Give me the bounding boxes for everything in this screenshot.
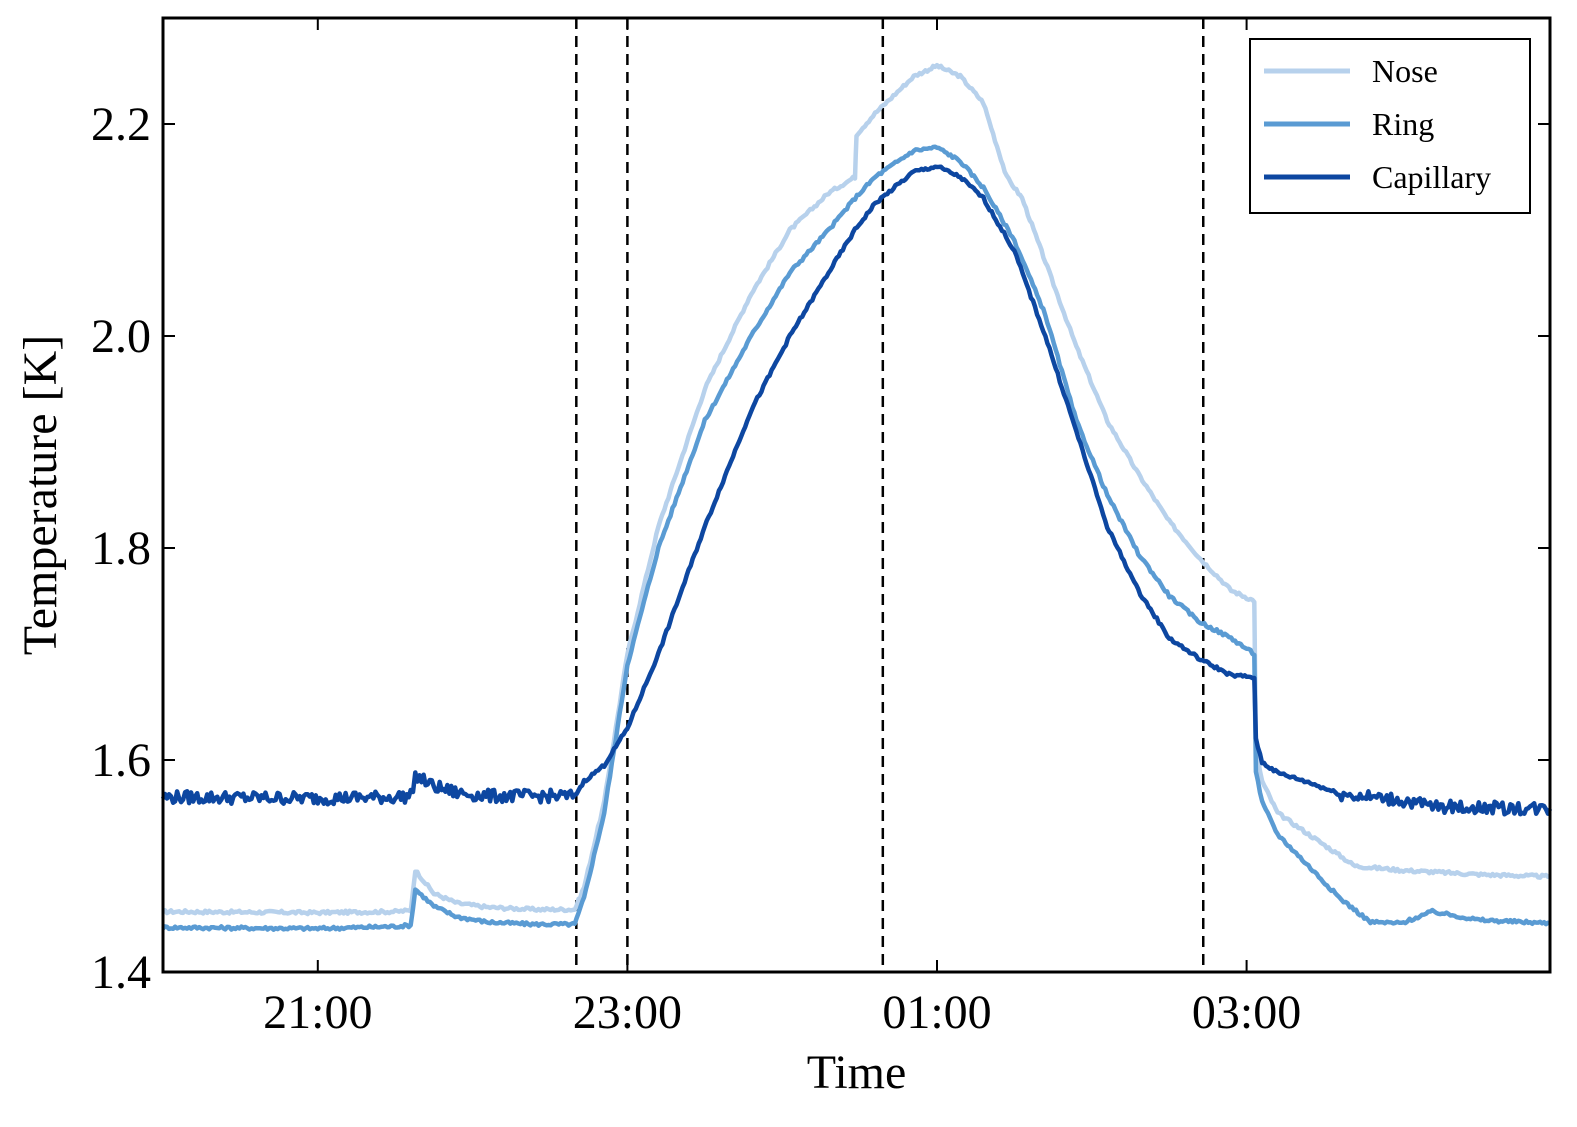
y-axis-label: Temperature [K] <box>14 335 67 655</box>
y-tick-label-3: 1.8 <box>91 522 151 575</box>
series-line-capillary <box>160 164 1553 817</box>
x-tick-label-2: 23:00 <box>573 986 682 1039</box>
y-tick-label-5: 2.2 <box>91 98 151 151</box>
legend-label-ring: Ring <box>1372 106 1434 142</box>
series-line-nose <box>162 62 1551 917</box>
series-lines <box>160 62 1553 932</box>
y-tick-label-1: 1.4 <box>91 946 151 999</box>
axis-ticks: 21:00 23:00 01:00 03:00 1.4 1.6 1.8 2.0 2.2 <box>91 18 1550 1039</box>
legend: Nose Ring Capillary <box>1249 38 1531 214</box>
x-tick-label-4: 03:00 <box>1192 986 1301 1039</box>
series-line-ring <box>161 144 1551 932</box>
y-tick-label-4: 2.0 <box>91 310 151 363</box>
x-axis-label: Time <box>807 1046 907 1099</box>
legend-label-nose: Nose <box>1372 53 1438 89</box>
plot-area-frame <box>161 16 1552 974</box>
marker-lines <box>575 18 1205 972</box>
x-tick-label-1: 21:00 <box>263 986 372 1039</box>
x-tick-label-3: 01:00 <box>882 986 991 1039</box>
legend-items: Nose Ring Capillary <box>1264 53 1491 195</box>
y-tick-label-2: 1.6 <box>91 734 151 787</box>
legend-label-capillary: Capillary <box>1372 159 1491 195</box>
